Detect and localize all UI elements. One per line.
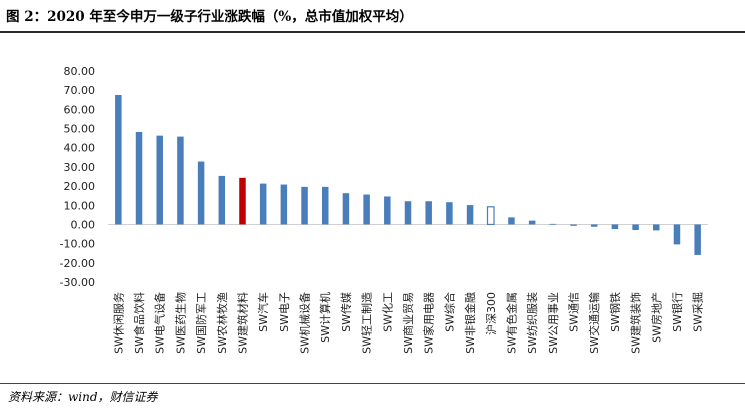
category-label: SW纺织服装 [525, 292, 539, 354]
bar [280, 184, 288, 225]
category-label: SW交通运输 [587, 292, 601, 354]
bar [363, 194, 370, 225]
category-label: SW建筑装饰 [629, 292, 643, 354]
category-label: SW综合 [442, 292, 456, 332]
category-label: SW房地产 [649, 292, 663, 343]
bar [508, 217, 515, 225]
category-label: SW医药生物 [173, 292, 187, 354]
bar [197, 161, 205, 225]
bar [404, 201, 412, 225]
category-label: SW电子 [278, 292, 291, 332]
category-label: SW建筑材料 [235, 292, 249, 354]
y-tick-label: 50.00 [64, 123, 96, 136]
y-tick-label: -10.00 [60, 238, 95, 251]
bar [549, 223, 557, 225]
category-label: SW化工 [380, 292, 394, 332]
category-label: SW轻工制造 [360, 292, 374, 354]
bar [177, 136, 184, 225]
y-tick-label: 40.00 [64, 142, 96, 155]
category-label: SW国防军工 [194, 292, 208, 354]
bar [218, 175, 226, 225]
bar [115, 94, 122, 225]
bar [342, 193, 350, 225]
category-label: SW银行 [670, 292, 684, 332]
category-label: SW食品饮料 [132, 292, 146, 354]
category-label: SW采掘 [691, 292, 705, 332]
bar [301, 186, 308, 225]
category-label: 沪深300 [484, 292, 498, 335]
y-tick-label: 30.00 [64, 161, 96, 174]
category-label: SW非银金融 [463, 292, 477, 354]
bottom-rule [0, 383, 745, 384]
bar [694, 224, 701, 255]
bar [156, 135, 163, 225]
y-tick-label: -30.00 [60, 276, 95, 289]
bar [259, 183, 267, 225]
y-tick-label: 70.00 [64, 84, 96, 97]
bar [632, 224, 639, 231]
y-tick-label: 10.00 [64, 199, 96, 212]
category-label: SW农林牧渔 [215, 292, 229, 354]
category-label: SW家用电器 [422, 292, 436, 354]
bar [466, 205, 474, 225]
bar [446, 202, 453, 225]
bar-chart: 80.00 70.00 60.00 50.00 40.00 30.00 20.00 10.00… [60, 65, 708, 354]
y-tick-label: 80.00 [64, 65, 96, 78]
category-label: SW钢铁 [609, 292, 622, 332]
bar [135, 131, 143, 225]
bar [486, 206, 495, 226]
category-label: SW机械设备 [298, 292, 312, 354]
bar [653, 224, 660, 231]
y-tick-label: 0.00 [71, 218, 96, 231]
bar [570, 224, 577, 226]
category-label: SW公用事业 [547, 292, 560, 354]
category-label: SW有色金属 [504, 292, 518, 354]
bar [384, 196, 391, 225]
category-label: SW通信 [568, 292, 581, 332]
category-label: SW汽车 [256, 292, 270, 332]
bar [528, 220, 536, 225]
figure-title: 图 2：2020 年至今申万一级子行业涨跌幅（%，总市值加权平均） [6, 9, 413, 25]
bar [425, 201, 432, 225]
y-tick-label: 60.00 [64, 103, 96, 116]
category-label: SW电气设备 [153, 292, 167, 354]
bar [590, 224, 598, 227]
top-rule [0, 31, 745, 33]
category-label: SW休闲服务 [111, 292, 125, 354]
source-note: 资料来源：wind，财信证券 [8, 390, 158, 404]
category-label: SW传媒 [340, 292, 353, 332]
y-tick-label: -20.00 [60, 257, 95, 270]
category-label: SW商业贸易 [401, 292, 415, 354]
category-label: SW计算机 [318, 292, 332, 343]
bar [239, 177, 246, 225]
bar [673, 224, 681, 245]
y-tick-label: 20.00 [64, 180, 96, 193]
bar [321, 186, 329, 225]
bar [611, 224, 619, 230]
